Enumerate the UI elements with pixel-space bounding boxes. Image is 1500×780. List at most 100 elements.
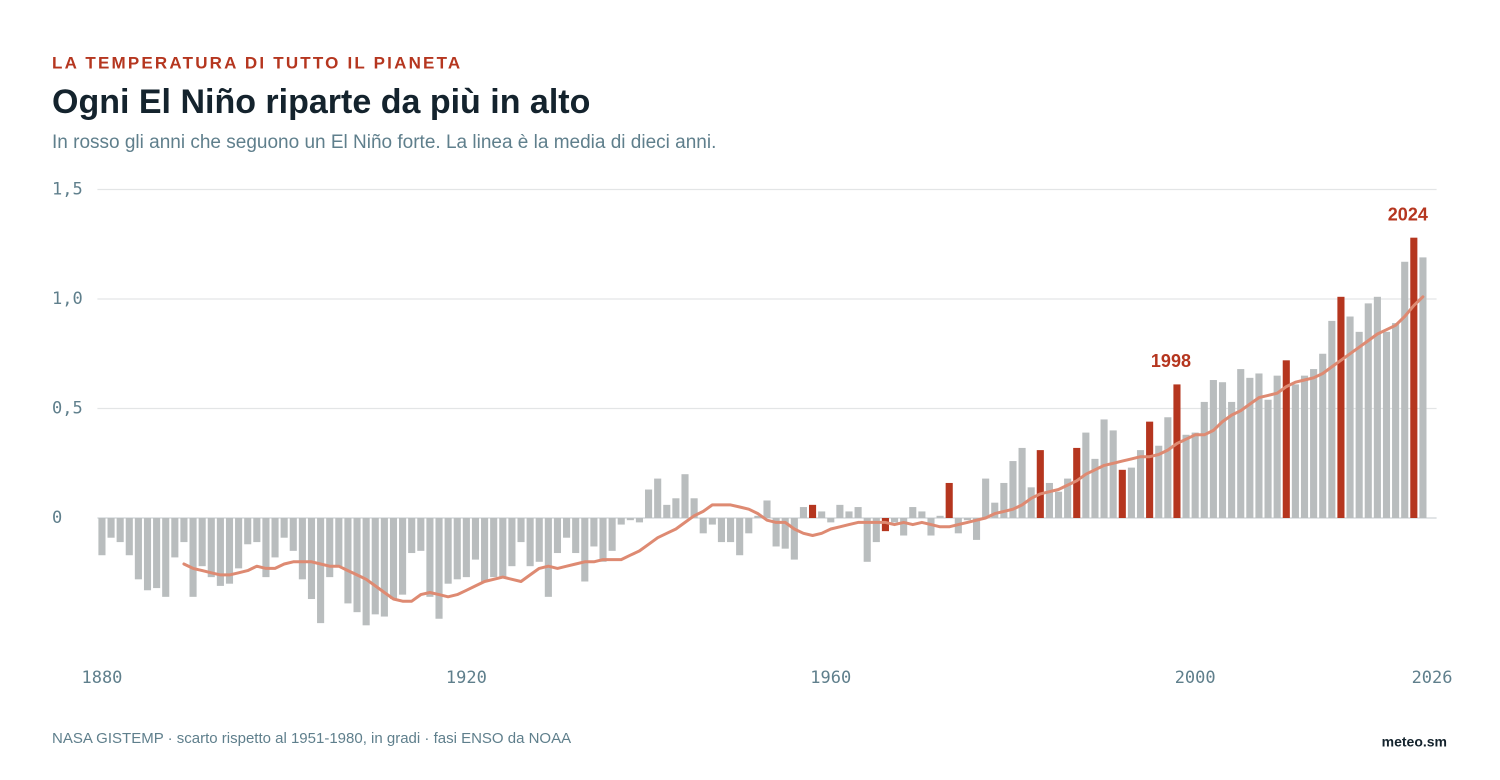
x-tick-label: 1920 <box>446 668 487 688</box>
bar <box>808 504 817 518</box>
bar <box>1401 261 1409 518</box>
bar <box>225 518 234 584</box>
bar <box>1264 399 1272 518</box>
bar <box>581 518 589 582</box>
bar <box>1337 296 1345 518</box>
bar <box>535 518 543 562</box>
bar <box>125 518 133 556</box>
bar <box>1118 469 1126 518</box>
bar <box>982 478 990 518</box>
bar <box>799 507 807 518</box>
bar <box>508 518 516 567</box>
bar <box>307 518 316 600</box>
bar <box>271 518 279 558</box>
bar <box>344 518 352 604</box>
bar <box>1136 450 1145 518</box>
x-tick-label: 1960 <box>810 668 851 688</box>
bar <box>244 518 252 545</box>
bar <box>1310 369 1318 518</box>
bar <box>1346 316 1354 518</box>
annotation: 2024 <box>1388 204 1428 224</box>
bars <box>98 237 1427 626</box>
bar <box>1073 447 1081 518</box>
bar <box>153 518 161 589</box>
y-tick-label: 0 <box>52 508 62 528</box>
bar <box>490 518 498 578</box>
credit: meteo.sm <box>1382 734 1447 750</box>
bar <box>289 518 297 551</box>
y-tick-label: 1,5 <box>52 180 83 200</box>
bar <box>1064 478 1072 518</box>
bar <box>544 518 552 597</box>
bar <box>672 498 680 518</box>
bar <box>863 518 871 562</box>
bar <box>1009 461 1017 518</box>
x-tick-label: 1880 <box>81 668 122 688</box>
bar <box>262 518 270 578</box>
bar <box>1146 421 1154 518</box>
bar <box>1392 323 1400 518</box>
bar <box>207 518 215 578</box>
bar <box>471 518 480 560</box>
bar <box>162 518 170 597</box>
bar <box>1319 353 1327 518</box>
bar <box>362 518 370 626</box>
bar <box>371 518 379 615</box>
bar <box>1155 445 1163 518</box>
bar <box>1237 369 1245 518</box>
bar <box>1228 401 1236 518</box>
bar <box>900 518 908 536</box>
bar <box>699 518 707 534</box>
bar <box>417 518 425 551</box>
bar <box>389 518 398 600</box>
bar <box>963 518 971 521</box>
bar <box>572 518 580 554</box>
bar <box>435 518 443 619</box>
bar <box>1291 384 1299 518</box>
bar <box>253 518 261 543</box>
bar <box>1355 331 1363 518</box>
bar <box>408 518 416 554</box>
bar <box>945 482 953 518</box>
bar <box>1127 467 1135 518</box>
bar <box>626 518 634 521</box>
kicker: LA TEMPERATURA DI TUTTO IL PIANETA <box>52 53 462 72</box>
bar <box>216 518 224 586</box>
average-line <box>182 295 1425 603</box>
bar <box>1000 482 1008 518</box>
bar <box>772 518 780 547</box>
bar <box>972 518 981 540</box>
bar <box>736 518 744 556</box>
bar <box>1100 419 1108 518</box>
bar <box>763 500 771 518</box>
bar <box>708 518 716 525</box>
source: NASA GISTEMP · scarto rispetto al 1951-1… <box>52 730 571 747</box>
bar <box>1164 417 1172 518</box>
bar <box>590 518 598 547</box>
bar <box>280 518 288 538</box>
bar <box>235 518 243 569</box>
bar <box>1173 384 1181 518</box>
bar <box>116 518 124 543</box>
bar <box>326 518 334 578</box>
bar <box>134 518 142 580</box>
y-tick-label: 0,5 <box>52 399 83 419</box>
bar <box>499 518 507 578</box>
bar <box>335 518 343 567</box>
bar <box>927 518 935 536</box>
bar <box>635 518 644 523</box>
bar <box>517 518 525 543</box>
bar <box>881 518 889 532</box>
subtitle: In rosso gli anni che seguono un El Niño… <box>52 132 716 153</box>
bar <box>1218 382 1227 518</box>
bar <box>189 518 197 597</box>
bar <box>890 518 899 523</box>
bar <box>481 518 489 582</box>
bar <box>663 504 671 518</box>
bar <box>1209 380 1217 518</box>
bar <box>1027 487 1035 518</box>
bar <box>1109 430 1117 518</box>
bar <box>453 518 461 580</box>
bar <box>790 518 798 560</box>
